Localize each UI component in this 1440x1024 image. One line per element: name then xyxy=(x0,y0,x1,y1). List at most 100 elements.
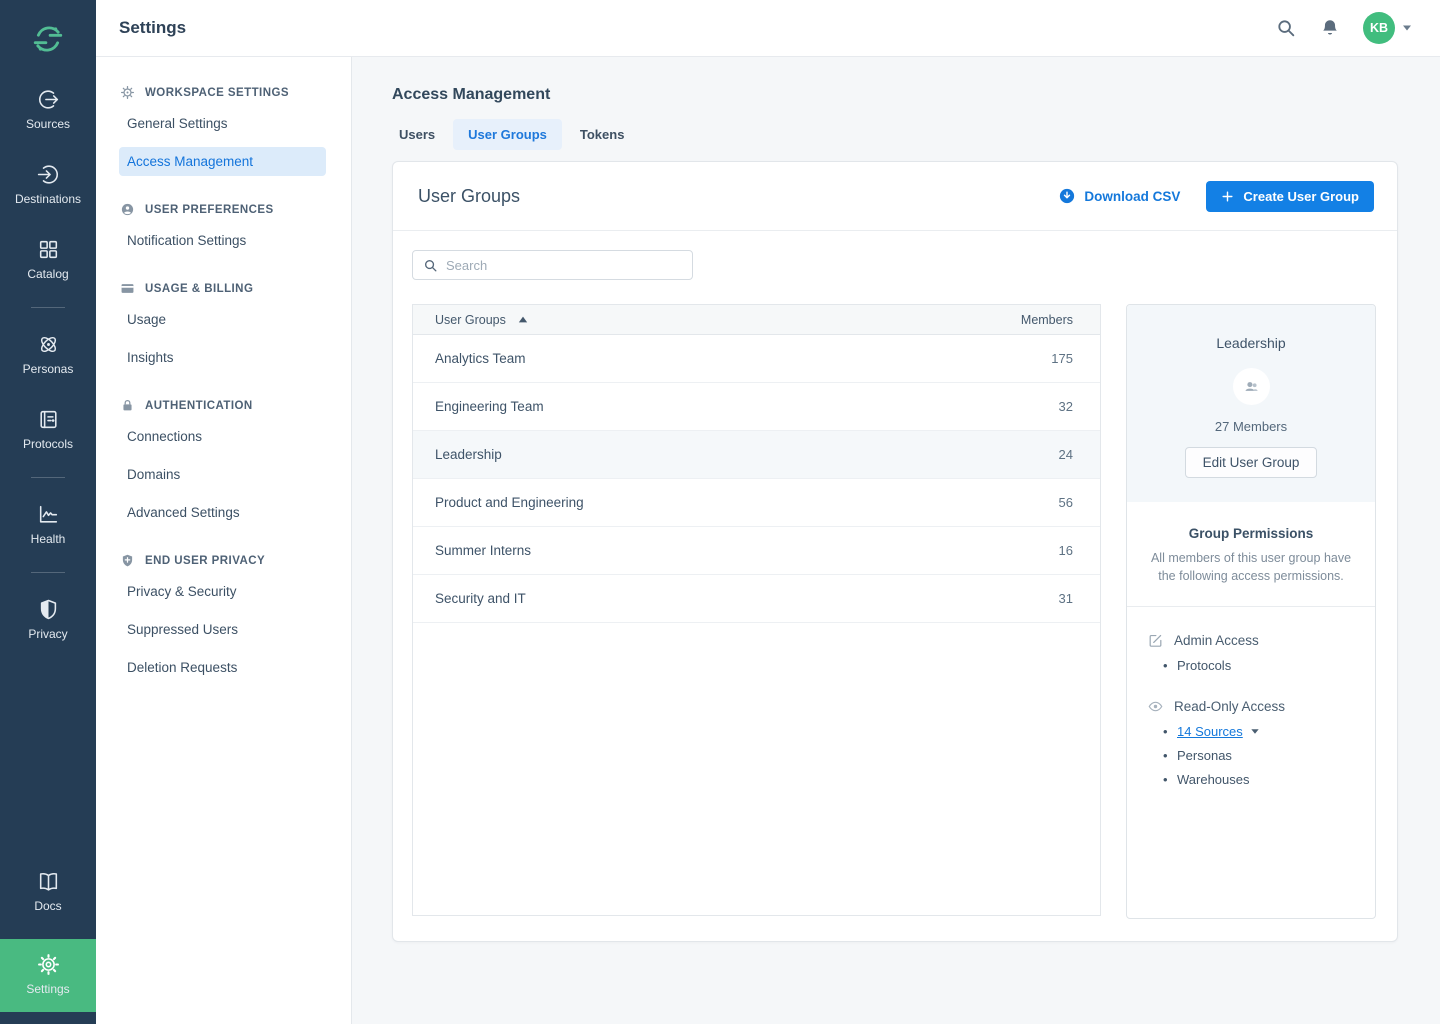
privacy-shield-icon xyxy=(120,553,135,568)
health-icon xyxy=(36,502,61,527)
sidebar-item-privacy[interactable]: Privacy xyxy=(0,597,96,641)
nav-item-access-management[interactable]: Access Management xyxy=(119,147,326,176)
sidebar-item-docs[interactable]: Docs xyxy=(0,869,96,913)
read-only-access-label: Read-Only Access xyxy=(1174,699,1285,714)
admin-access-label: Admin Access xyxy=(1174,633,1259,648)
search-input[interactable] xyxy=(446,258,682,273)
search-icon xyxy=(423,258,438,273)
sidebar-item-label: Sources xyxy=(26,117,70,131)
chevron-down-icon xyxy=(1402,24,1412,32)
permission-item-sources: 14 Sources xyxy=(1147,724,1355,739)
search-box xyxy=(412,250,693,280)
column-header-members: Members xyxy=(1021,313,1073,327)
sidebar-item-settings[interactable]: Settings xyxy=(0,939,96,1012)
nav-section-authentication: AUTHENTICATION Connections Domains Advan… xyxy=(96,398,351,527)
permission-item: Protocols xyxy=(1147,658,1355,673)
tab-bar: Users User Groups Tokens xyxy=(384,119,1440,150)
sidebar-item-sources[interactable]: Sources xyxy=(0,87,96,131)
sidebar-item-personas[interactable]: Personas xyxy=(0,332,96,376)
group-member-count: 27 Members xyxy=(1127,419,1375,434)
page-title: Access Management xyxy=(392,86,1440,104)
member-count: 56 xyxy=(1059,495,1073,510)
app-sidebar: Sources Destinations Catalog Personas xyxy=(0,0,96,1024)
column-header-user-groups[interactable]: User Groups xyxy=(435,313,506,327)
edit-user-group-button[interactable]: Edit User Group xyxy=(1185,447,1318,478)
sidebar-item-label: Destinations xyxy=(15,192,81,206)
member-count: 31 xyxy=(1059,591,1073,606)
avatar: KB xyxy=(1363,12,1395,44)
table-row[interactable]: Security and IT 31 xyxy=(413,575,1100,623)
plus-icon xyxy=(1221,190,1234,203)
search-icon[interactable] xyxy=(1275,17,1297,39)
nav-section-end-user-privacy: END USER PRIVACY Privacy & Security Supp… xyxy=(96,553,351,682)
nav-item-deletion-requests[interactable]: Deletion Requests xyxy=(119,653,326,682)
nav-section-title: AUTHENTICATION xyxy=(145,400,253,412)
segment-logo[interactable] xyxy=(31,22,65,56)
lock-icon xyxy=(120,398,135,413)
sidebar-item-label: Health xyxy=(31,532,66,546)
nav-item-privacy-security[interactable]: Privacy & Security xyxy=(119,577,326,606)
table-row[interactable]: Summer Interns 16 xyxy=(413,527,1100,575)
sidebar-item-destinations[interactable]: Destinations xyxy=(0,162,96,206)
sidebar-divider xyxy=(31,477,65,478)
nav-section-title: WORKSPACE SETTINGS xyxy=(145,87,289,99)
sidebar-item-catalog[interactable]: Catalog xyxy=(0,237,96,281)
tab-users[interactable]: Users xyxy=(384,119,450,150)
member-count: 16 xyxy=(1059,543,1073,558)
user-icon xyxy=(120,202,135,217)
download-icon xyxy=(1058,187,1076,205)
catalog-icon xyxy=(36,237,61,262)
nav-item-insights[interactable]: Insights xyxy=(119,343,326,372)
download-csv-button[interactable]: Download CSV xyxy=(1058,187,1180,205)
nav-section-title: USER PREFERENCES xyxy=(145,204,274,216)
table-header: User Groups Members xyxy=(413,305,1100,335)
member-count: 32 xyxy=(1059,399,1073,414)
read-only-access-group: Read-Only Access 14 Sources Personas xyxy=(1147,698,1355,787)
card-header: User Groups Download CSV Create User Gro… xyxy=(393,162,1397,231)
user-groups-table: User Groups Members Analytics Team 175 E… xyxy=(412,304,1101,916)
main-content: Access Management Users User Groups Toke… xyxy=(352,57,1440,1024)
permissions-description: All members of this user group have the … xyxy=(1147,549,1355,585)
table-row-selected[interactable]: Leadership 24 xyxy=(413,431,1100,479)
gear-icon xyxy=(120,85,135,100)
nav-item-domains[interactable]: Domains xyxy=(119,460,326,489)
docs-icon xyxy=(36,869,61,894)
nav-item-advanced-settings[interactable]: Advanced Settings xyxy=(119,498,326,527)
member-count: 175 xyxy=(1051,351,1073,366)
top-bar: Settings KB xyxy=(96,0,1440,57)
eye-icon xyxy=(1147,698,1164,715)
nav-item-notification-settings[interactable]: Notification Settings xyxy=(119,226,326,255)
divider xyxy=(1127,606,1375,607)
sidebar-item-label: Catalog xyxy=(27,267,68,281)
sidebar-item-protocols[interactable]: Protocols xyxy=(0,407,96,451)
create-user-group-button[interactable]: Create User Group xyxy=(1206,181,1374,212)
sort-ascending-icon[interactable] xyxy=(518,315,528,324)
nav-item-usage[interactable]: Usage xyxy=(119,305,326,334)
member-count: 24 xyxy=(1059,447,1073,462)
edit-pencil-icon xyxy=(1147,632,1164,649)
chevron-down-icon[interactable] xyxy=(1250,728,1260,735)
sidebar-item-label: Settings xyxy=(26,982,69,996)
nav-item-connections[interactable]: Connections xyxy=(119,422,326,451)
tab-tokens[interactable]: Tokens xyxy=(565,119,640,150)
table-row[interactable]: Analytics Team 175 xyxy=(413,335,1100,383)
admin-access-group: Admin Access Protocols xyxy=(1147,632,1355,673)
sidebar-item-label: Protocols xyxy=(23,437,73,451)
nav-section-workspace-settings: WORKSPACE SETTINGS General Settings Acce… xyxy=(96,85,351,176)
nav-section-user-preferences: USER PREFERENCES Notification Settings xyxy=(96,202,351,255)
notifications-bell-icon[interactable] xyxy=(1319,17,1341,39)
nav-item-suppressed-users[interactable]: Suppressed Users xyxy=(119,615,326,644)
tab-user-groups[interactable]: User Groups xyxy=(453,119,562,150)
sources-expand-link[interactable]: 14 Sources xyxy=(1177,724,1243,739)
protocols-icon xyxy=(36,407,61,432)
table-row[interactable]: Engineering Team 32 xyxy=(413,383,1100,431)
group-name: Leadership xyxy=(1127,335,1375,351)
account-menu[interactable]: KB xyxy=(1363,12,1412,44)
table-row[interactable]: Product and Engineering 56 xyxy=(413,479,1100,527)
sidebar-item-health[interactable]: Health xyxy=(0,502,96,546)
privacy-icon xyxy=(36,597,61,622)
nav-item-general-settings[interactable]: General Settings xyxy=(119,109,326,138)
sidebar-item-label: Personas xyxy=(23,362,74,376)
sidebar-divider xyxy=(31,307,65,308)
group-detail-panel: Leadership 27 Members Edit User Group xyxy=(1126,304,1376,919)
